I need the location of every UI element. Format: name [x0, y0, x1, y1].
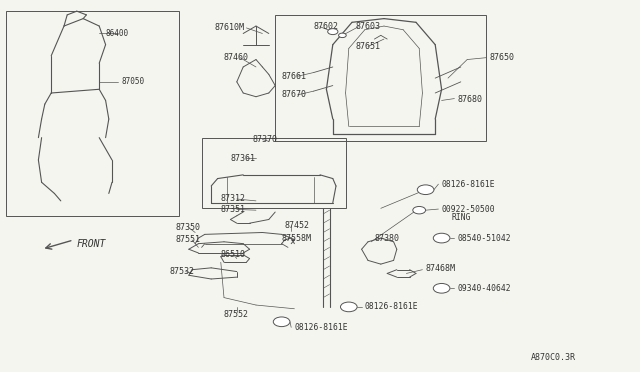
Text: 87651: 87651: [355, 42, 380, 51]
Text: 86510: 86510: [221, 250, 246, 259]
Text: 87312: 87312: [221, 194, 246, 203]
Text: 87361: 87361: [230, 154, 255, 163]
Text: 87351: 87351: [221, 205, 246, 214]
Text: B: B: [423, 187, 428, 192]
Text: 87650: 87650: [490, 53, 515, 62]
Text: B: B: [279, 319, 284, 324]
Text: 87370: 87370: [253, 135, 278, 144]
Text: 87552: 87552: [224, 310, 249, 319]
Text: 87680: 87680: [458, 95, 483, 104]
Text: S: S: [439, 235, 444, 241]
Text: S: S: [439, 286, 444, 291]
Text: 87551: 87551: [176, 235, 201, 244]
Circle shape: [433, 233, 450, 243]
Text: 08126-8161E: 08126-8161E: [442, 180, 495, 189]
Bar: [6, 11, 179, 216]
Text: 86400: 86400: [106, 29, 129, 38]
Text: 87602: 87602: [314, 22, 339, 31]
Circle shape: [417, 185, 434, 195]
Text: 87558M: 87558M: [282, 234, 312, 243]
Text: 09340-40642: 09340-40642: [458, 284, 511, 293]
Text: RING: RING: [451, 213, 470, 222]
Circle shape: [340, 302, 357, 312]
Text: 87380: 87380: [374, 234, 399, 243]
Text: 87468M: 87468M: [426, 264, 456, 273]
Text: A870C0.3R: A870C0.3R: [531, 353, 576, 362]
Text: 08540-51042: 08540-51042: [458, 234, 511, 243]
Text: 87670: 87670: [282, 90, 307, 99]
Bar: [275, 15, 486, 141]
Text: B: B: [346, 304, 351, 310]
Circle shape: [433, 283, 450, 293]
Text: 87452: 87452: [285, 221, 310, 230]
Text: 08126-8161E: 08126-8161E: [365, 302, 419, 311]
Text: 87050: 87050: [122, 77, 145, 86]
Circle shape: [339, 33, 346, 38]
Text: 87603: 87603: [355, 22, 380, 31]
Text: 00922-50500: 00922-50500: [442, 205, 495, 214]
Text: 87532: 87532: [170, 267, 195, 276]
Circle shape: [413, 206, 426, 214]
Circle shape: [273, 317, 290, 327]
Text: 08126-8161E: 08126-8161E: [294, 323, 348, 332]
Circle shape: [328, 29, 338, 35]
Text: 87350: 87350: [176, 223, 201, 232]
Text: 87460: 87460: [224, 53, 249, 62]
Bar: [202, 138, 346, 208]
Text: FRONT: FRONT: [77, 239, 106, 248]
Text: 87661: 87661: [282, 72, 307, 81]
Text: 87610M: 87610M: [214, 23, 244, 32]
